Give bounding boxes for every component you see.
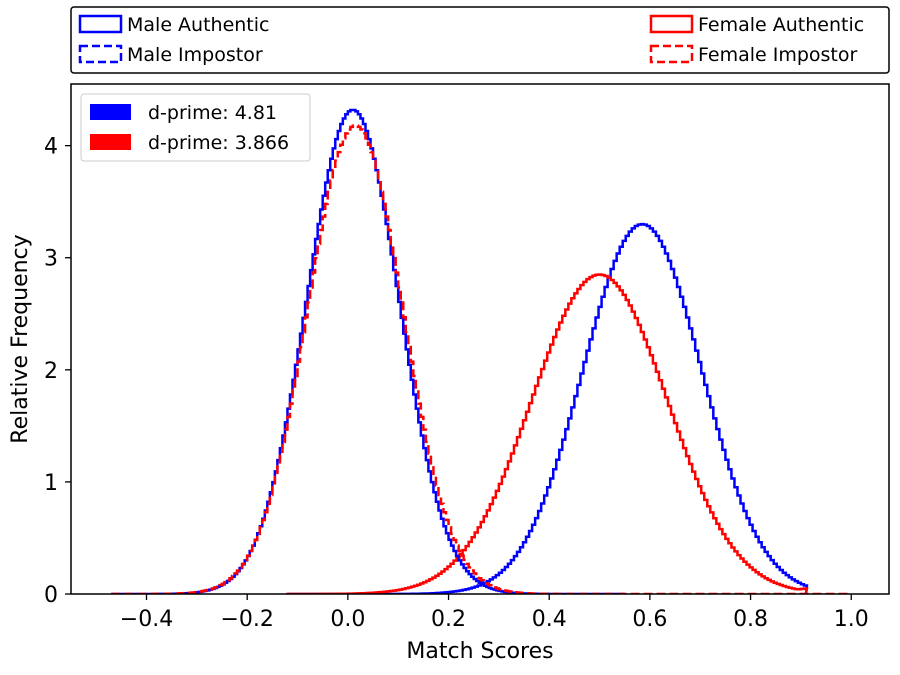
y-tick-label: 3	[44, 247, 58, 272]
y-axis-label: Relative Frequency	[8, 234, 33, 443]
y-tick-label: 0	[44, 583, 58, 608]
legend-label-female-authentic: Female Authentic	[698, 14, 864, 36]
legend-label-male-authentic: Male Authentic	[127, 14, 269, 36]
legend-swatch-male-authentic	[78, 14, 123, 34]
legend-swatch-dprime-male	[90, 104, 131, 120]
top-legend: Male Authentic Male Impostor Female Auth…	[70, 6, 890, 74]
series-female-impostor	[111, 124, 852, 594]
inner-legend: d-prime: 4.81 d-prime: 3.866	[80, 93, 311, 162]
x-tick-label: 0.0	[330, 607, 365, 632]
x-tick-label: 1.0	[834, 607, 869, 632]
x-tick-label: −0.4	[120, 607, 173, 632]
x-axis: −0.4 −0.2 0.0 0.2 0.4 0.6 0.8 1.0	[120, 594, 869, 632]
legend-swatch-dprime-female	[90, 134, 131, 150]
top-legend-frame	[70, 6, 890, 74]
x-tick-label: −0.2	[220, 607, 273, 632]
x-tick-label: 0.2	[431, 607, 466, 632]
y-tick-label: 1	[44, 471, 58, 496]
inner-legend-frame	[80, 93, 311, 162]
y-tick-label: 4	[44, 135, 58, 160]
y-tick-label: 2	[44, 359, 58, 384]
legend-label-female-impostor: Female Impostor	[698, 44, 858, 66]
series-layer	[111, 108, 852, 594]
legend-swatch-female-authentic	[649, 14, 694, 34]
legend-label-male-impostor: Male Impostor	[127, 44, 263, 66]
x-tick-label: 0.8	[733, 607, 768, 632]
legend-label-dprime-male: d-prime: 4.81	[148, 102, 277, 124]
legend-swatch-male-impostor	[78, 44, 123, 64]
x-tick-label: 0.6	[632, 607, 667, 632]
series-female-authentic	[286, 273, 809, 594]
y-axis: 0 1 2 3 4	[44, 135, 71, 608]
x-axis-label: Match Scores	[406, 639, 553, 664]
plot-frame	[70, 83, 890, 595]
x-tick-label: 0.4	[532, 607, 567, 632]
legend-swatch-female-impostor	[649, 44, 694, 64]
legend-label-dprime-female: d-prime: 3.866	[148, 132, 289, 154]
